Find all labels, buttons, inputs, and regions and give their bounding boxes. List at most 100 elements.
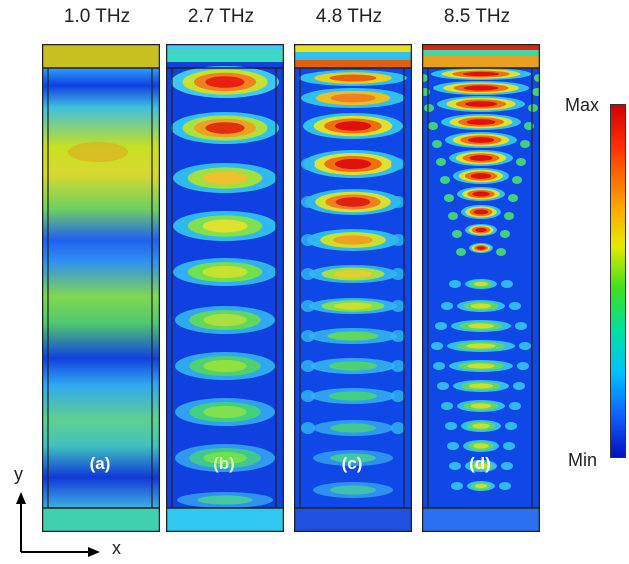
field-lobe	[467, 137, 495, 143]
field-lobe	[517, 362, 529, 370]
axis-arrows	[16, 492, 100, 557]
field-lobe	[445, 422, 457, 430]
field-lobe	[474, 483, 488, 489]
bottom-substrate-layer	[42, 508, 160, 532]
field-map-panel-c	[294, 44, 412, 532]
field-lobe	[452, 230, 462, 238]
field-lobe	[448, 212, 458, 220]
field-lobe	[203, 359, 247, 373]
field-lobe	[197, 495, 253, 505]
field-lobe	[467, 363, 495, 369]
field-lobe	[202, 265, 248, 279]
field-lobe	[449, 280, 461, 288]
field-lobe	[504, 212, 514, 220]
field-lobe	[301, 268, 315, 280]
field-lobe	[301, 158, 315, 170]
field-lobe	[205, 122, 245, 134]
field-lobe	[503, 442, 515, 450]
field-lobe	[512, 176, 522, 184]
field-lobe	[202, 171, 248, 185]
frequency-label-b: 2.7 THz	[187, 6, 255, 27]
field-lobe	[431, 342, 443, 350]
field-lobe	[301, 422, 315, 434]
field-lobe	[330, 93, 376, 103]
field-lobe	[330, 453, 376, 463]
field-lobe	[474, 463, 488, 469]
field-lobe	[519, 342, 531, 350]
field-lobe	[444, 194, 454, 202]
field-lobe	[470, 303, 492, 309]
field-lobe	[327, 331, 379, 341]
field-lobe	[333, 302, 373, 310]
field-lobe	[496, 248, 506, 256]
field-lobe	[301, 360, 315, 372]
field-lobe	[528, 104, 538, 112]
field-lobe	[301, 196, 315, 208]
field-lobe	[391, 300, 405, 312]
colorbar-max-label: Max	[565, 95, 600, 115]
field-lobe	[333, 270, 373, 278]
field-lobe	[330, 423, 376, 433]
field-lobe	[428, 122, 438, 130]
field-lobe	[334, 158, 372, 170]
field-lobe	[432, 140, 442, 148]
panel-label-a: (a)	[89, 454, 111, 473]
x-axis-label: x	[112, 538, 121, 558]
field-lobe	[473, 443, 489, 449]
field-lobe	[441, 302, 453, 310]
field-lobe	[449, 462, 461, 470]
field-lobe	[462, 71, 500, 77]
field-lobe	[473, 209, 489, 215]
field-lobe	[441, 402, 453, 410]
field-lobe	[328, 361, 378, 371]
field-lobe	[509, 302, 521, 310]
field-lobe	[391, 268, 405, 280]
field-lobe	[391, 234, 405, 246]
frequency-label-c: 4.8 THz	[315, 6, 383, 27]
field-lobe	[500, 230, 510, 238]
field-lobe	[475, 227, 487, 233]
field-lobe	[203, 313, 247, 327]
field-lobe	[301, 300, 315, 312]
field-lobe	[501, 280, 513, 288]
field-lobe	[516, 158, 526, 166]
field-lobe	[391, 330, 405, 342]
field-lobe	[424, 104, 434, 112]
field-lobe	[435, 322, 447, 330]
field-map-panel-a	[42, 44, 160, 532]
field-lobe	[515, 322, 527, 330]
field-lobe	[463, 85, 499, 91]
field-lobe	[436, 158, 446, 166]
field-lobe	[433, 362, 445, 370]
field-map-panel-d	[422, 44, 540, 532]
field-lobe	[532, 88, 540, 96]
field-lobe	[468, 323, 494, 329]
field-lobe	[447, 442, 459, 450]
field-lobe	[513, 382, 525, 390]
field-lobe	[470, 173, 492, 179]
field-lobe	[202, 219, 248, 233]
field-lobe	[391, 196, 405, 208]
field-lobe	[468, 383, 494, 389]
panel-label-d: (d)	[469, 454, 491, 473]
field-lobe	[474, 281, 488, 287]
field-lobe	[476, 246, 486, 250]
field-lobe	[451, 482, 463, 490]
field-lobe	[335, 197, 371, 207]
field-lobe	[391, 158, 405, 170]
field-lobe	[328, 391, 378, 401]
field-lobe	[499, 482, 511, 490]
frequency-label-a: 1.0 THz	[63, 6, 131, 27]
field-lobe	[391, 422, 405, 434]
field-lobe	[501, 462, 513, 470]
y-axis-label: y	[14, 464, 23, 484]
field-lobe	[466, 119, 496, 125]
field-lobe	[472, 423, 490, 429]
field-lobe	[301, 390, 315, 402]
field-lobe	[203, 451, 247, 465]
field-lobe	[330, 485, 376, 495]
field-lobe	[437, 382, 449, 390]
field-lobe	[534, 74, 540, 82]
field-lobe	[472, 191, 490, 197]
field-lobe	[301, 234, 315, 246]
